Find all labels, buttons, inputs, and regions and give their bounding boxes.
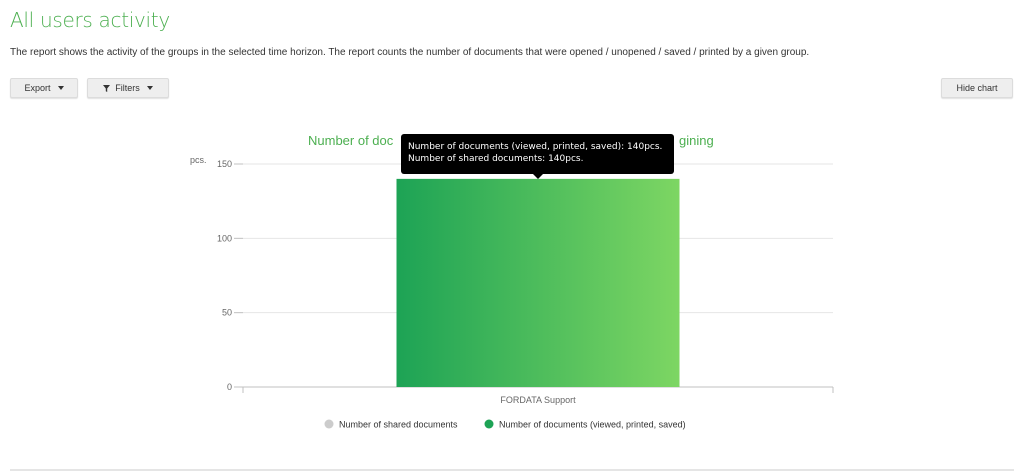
chart-title: Number of doc	[308, 133, 394, 148]
page-description: The report shows the activity of the gro…	[10, 47, 810, 58]
y-tick-label: 0	[227, 382, 232, 392]
chart-title-tail: gining	[679, 133, 714, 148]
export-button[interactable]: Export	[10, 78, 78, 98]
hide-chart-button-label: Hide chart	[956, 83, 998, 93]
caret-down-icon	[146, 86, 153, 90]
section-divider	[10, 469, 1014, 471]
chart-tooltip: Number of documents (viewed, printed, sa…	[401, 134, 674, 179]
tooltip-line-documents: Number of documents (viewed, printed, sa…	[408, 142, 663, 152]
filter-icon	[103, 84, 111, 92]
tooltip-line-shared: Number of shared documents: 140pcs.	[408, 154, 584, 164]
y-tick-label: 50	[222, 308, 232, 318]
y-axis-label: pcs.	[190, 155, 207, 165]
page-title: All users activity	[10, 8, 170, 32]
hide-chart-button[interactable]: Hide chart	[941, 78, 1013, 98]
bar-documents	[396, 178, 680, 387]
legend-marker	[484, 419, 494, 429]
filters-button[interactable]: Filters	[87, 78, 169, 98]
legend-marker	[324, 419, 334, 429]
filters-button-label: Filters	[115, 83, 140, 93]
legend-label: Number of documents (viewed, printed, sa…	[499, 420, 686, 430]
legend-label: Number of shared documents	[339, 420, 458, 430]
x-category-label: FORDATA Support	[500, 395, 576, 405]
y-tick-label: 100	[217, 233, 232, 243]
caret-down-icon	[57, 86, 64, 90]
y-tick-label: 150	[217, 159, 232, 169]
export-button-label: Export	[24, 83, 51, 93]
